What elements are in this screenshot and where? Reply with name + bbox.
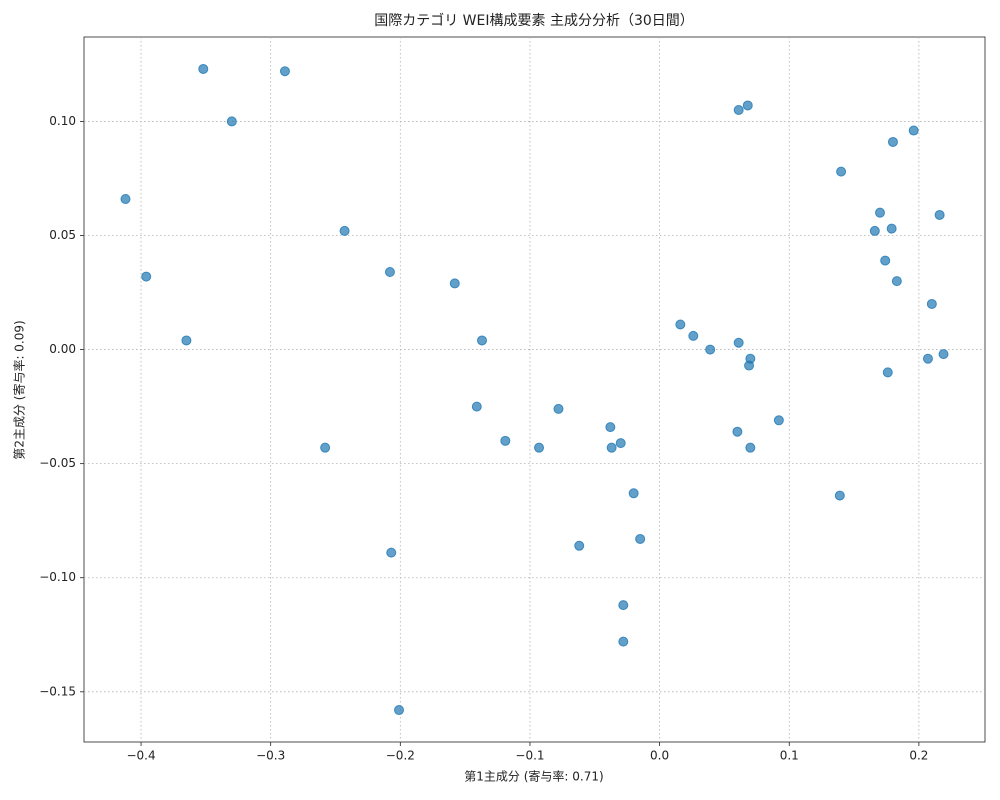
point (934, 209, 945, 220)
point (834, 490, 845, 501)
y-tick-label: 0.00 (49, 342, 76, 356)
plot-frame (83, 36, 986, 743)
point (926, 298, 937, 309)
point (887, 136, 898, 147)
x-tick-label: 0.0 (650, 749, 669, 763)
point (384, 267, 395, 277)
point (886, 223, 897, 234)
point (733, 337, 744, 348)
point (744, 360, 755, 371)
x-tick-label: 0.2 (909, 749, 928, 763)
point (120, 193, 131, 204)
y-tick-label: −0.10 (39, 570, 76, 584)
point (574, 540, 585, 551)
point (874, 207, 885, 218)
point (836, 166, 847, 177)
point (882, 367, 893, 378)
point (732, 426, 743, 437)
point (705, 344, 716, 355)
y-tick-label: −0.05 (39, 456, 76, 470)
y-tick-label: 0.05 (49, 228, 76, 242)
y-tick-label: −0.15 (39, 684, 76, 698)
point (635, 533, 646, 544)
point (615, 438, 626, 449)
point (449, 278, 460, 289)
point (279, 66, 290, 77)
point (534, 442, 545, 453)
point (745, 442, 756, 453)
point (606, 442, 617, 453)
point (742, 100, 753, 111)
point (908, 125, 919, 136)
x-tick-label: −0.1 (515, 749, 544, 763)
point (553, 403, 564, 414)
chart-title: 国際カテゴリ WEI構成要素 主成分分析（30日間） (374, 12, 694, 29)
point (339, 225, 350, 236)
y-tick-label: 0.10 (49, 114, 76, 128)
point (386, 547, 397, 558)
point (476, 335, 487, 346)
y-axis-label: 第2主成分 (寄与率: 0.09) (12, 320, 27, 459)
point (320, 442, 331, 453)
point (471, 401, 482, 412)
point (869, 225, 880, 236)
point (628, 488, 639, 499)
x-tick-label: −0.3 (256, 749, 285, 763)
point (773, 415, 784, 426)
point (675, 319, 686, 330)
point (141, 271, 152, 282)
point (181, 335, 192, 346)
point (198, 63, 209, 74)
x-tick-label: −0.4 (126, 749, 155, 763)
point (880, 255, 891, 266)
point (733, 105, 744, 116)
point (618, 600, 629, 611)
x-axis-label: 第1主成分 (寄与率: 0.71) (464, 769, 603, 784)
point (500, 435, 511, 446)
point (394, 705, 405, 716)
point (922, 353, 933, 364)
point (938, 349, 949, 360)
point (226, 116, 237, 127)
point (618, 636, 629, 647)
point (891, 276, 902, 287)
point (605, 422, 616, 433)
x-tick-label: 0.1 (780, 749, 799, 763)
x-tick-label: −0.2 (386, 749, 415, 763)
point (688, 330, 699, 341)
